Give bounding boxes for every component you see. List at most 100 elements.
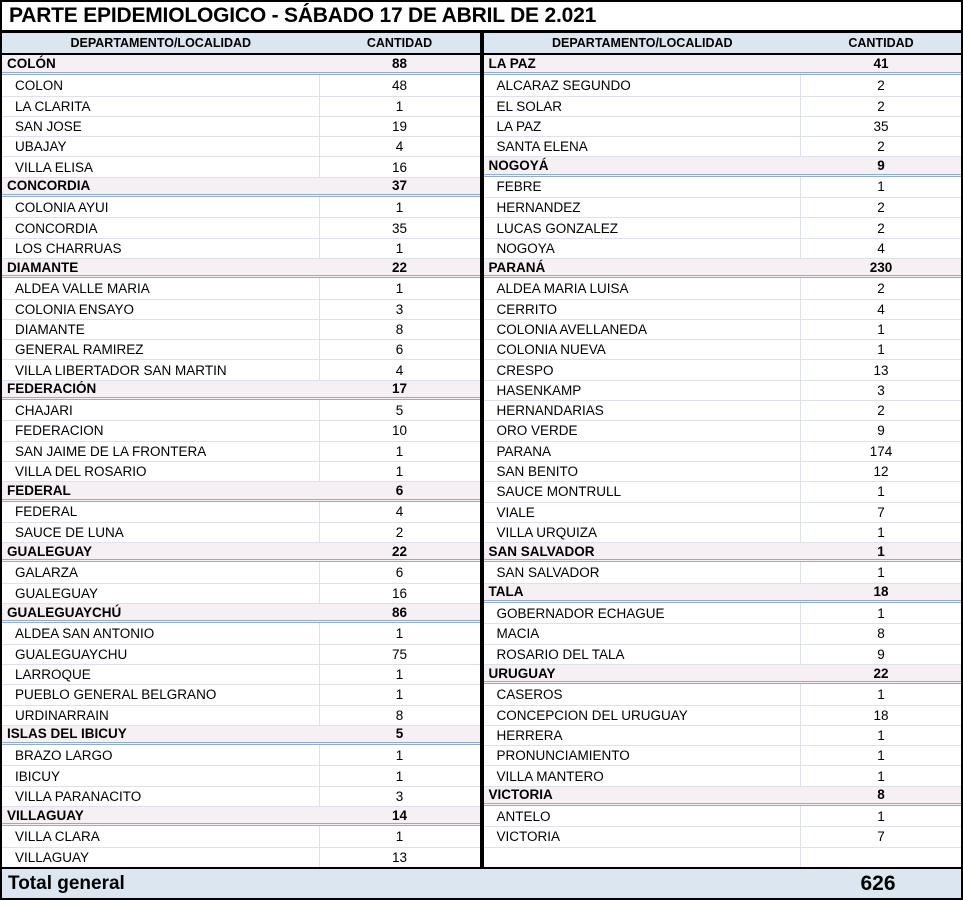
quantity-cell: 1 xyxy=(395,687,404,703)
locality-row: EL SOLAR 2 xyxy=(483,95,961,116)
locality-cell: ROSARIO DEL TALA xyxy=(484,644,802,664)
locality-cell xyxy=(484,847,802,867)
locality-cell: NOGOYÁ xyxy=(488,158,549,174)
locality-row: ROSARIO DEL TALA 9 xyxy=(483,643,961,664)
locality-row: COLONIA AYUI 1 xyxy=(2,197,480,218)
quantity-cell: 2 xyxy=(395,524,404,540)
quantity-cell: 18 xyxy=(873,707,889,723)
quantity-cell: 12 xyxy=(873,464,889,480)
quantity-cell: 22 xyxy=(392,543,408,559)
quantity-cell: 1 xyxy=(395,240,404,256)
locality-cell: PARANA xyxy=(484,441,802,461)
quantity-cell: 41 xyxy=(873,56,889,72)
quantity-cell: 1 xyxy=(395,98,404,114)
locality-row: VILLA MANTERO 1 xyxy=(483,765,961,786)
locality-row: SAUCE DE LUNA 2 xyxy=(2,521,480,543)
quantity-cell: 7 xyxy=(877,829,885,845)
locality-cell: SAN JOSE xyxy=(2,116,320,137)
quantity-cell: 2 xyxy=(877,220,885,236)
locality-cell: URUGUAY xyxy=(488,665,556,681)
locality-cell: CERRITO xyxy=(484,299,802,319)
locality-row: VILLA LIBERTADOR SAN MARTIN 4 xyxy=(2,359,480,380)
locality-row: VICTORIA 7 xyxy=(483,826,961,847)
quantity-cell: 75 xyxy=(392,646,408,662)
locality-cell: VILLA PARANACITO xyxy=(2,786,320,806)
locality-row: LA PAZ 35 xyxy=(483,115,961,137)
quantity-cell: 1 xyxy=(395,464,404,480)
quantity-cell: 1 xyxy=(877,768,885,784)
locality-cell: GOBERNADOR ECHAGUE xyxy=(484,603,802,624)
quantity-cell: 2 xyxy=(877,98,885,114)
department-row: DIAMANTE 22 xyxy=(2,257,480,279)
locality-cell: VILLAGUAY xyxy=(7,807,84,823)
department-row: LA PAZ 41 xyxy=(483,55,961,76)
locality-cell: PRONUNCIAMIENTO xyxy=(484,746,802,766)
locality-row: HERNANDARIAS 2 xyxy=(483,400,961,421)
locality-row: COLONIA ENSAYO 3 xyxy=(2,298,480,319)
locality-cell: PUEBLO GENERAL BELGRANO xyxy=(2,685,320,705)
quantity-cell: 3 xyxy=(395,301,404,317)
locality-row: CONCORDIA 35 xyxy=(2,217,480,238)
locality-cell: LARROQUE xyxy=(2,664,320,685)
quantity-cell: 35 xyxy=(873,119,889,135)
quantity-cell xyxy=(801,848,961,867)
locality-cell: VIALE xyxy=(484,502,802,522)
locality-cell: COLONIA AVELLANEDA xyxy=(484,319,802,340)
locality-row: VILLA CLARA 1 xyxy=(2,826,480,847)
quantity-cell: 1 xyxy=(877,727,885,743)
locality-row: BRAZO LARGO 1 xyxy=(2,745,480,766)
locality-row: ALDEA MARIA LUISA 2 xyxy=(484,278,962,299)
quantity-cell: 4 xyxy=(877,301,885,317)
quantity-cell: 1 xyxy=(395,828,404,844)
locality-cell: SAUCE MONTRULL xyxy=(484,482,802,502)
locality-row: HASENKAMP 3 xyxy=(483,379,961,401)
locality-cell: CRESPO xyxy=(484,360,802,380)
quantity-cell: 1 xyxy=(877,565,885,581)
locality-cell: GUALEGUAY xyxy=(7,543,93,559)
quantity-cell: 1 xyxy=(395,768,404,784)
quantity-cell: 1 xyxy=(395,199,404,215)
locality-row: COLONIA AVELLANEDA 1 xyxy=(483,318,961,340)
locality-cell: HASENKAMP xyxy=(484,380,802,401)
locality-cell: COLONIA NUEVA xyxy=(484,340,802,360)
locality-row: CERRITO 4 xyxy=(483,298,961,319)
locality-row: GENERAL RAMIREZ 6 xyxy=(2,339,480,360)
locality-row: GALARZA 6 xyxy=(2,562,480,583)
locality-cell: FEDERAL xyxy=(2,501,320,522)
locality-row: SAN JAIME DE LA FRONTERA 1 xyxy=(2,440,480,461)
locality-cell: HERNANDARIAS xyxy=(484,401,802,421)
quantity-cell: 6 xyxy=(395,342,404,358)
locality-cell: VILLA DEL ROSARIO xyxy=(2,461,320,482)
locality-cell: ALDEA VALLE MARIA xyxy=(2,278,320,299)
quantity-cell: 19 xyxy=(392,119,408,135)
locality-row: HERRERA 1 xyxy=(483,724,961,746)
locality-cell: FEDERACION xyxy=(2,421,320,441)
locality-cell: MACIA xyxy=(484,624,802,644)
department-row: CONCORDIA 37 xyxy=(2,176,480,198)
locality-cell: COLONIA ENSAYO xyxy=(2,299,320,319)
locality-cell: DIAMANTE xyxy=(7,259,79,275)
locality-row: ALDEA VALLE MARIA 1 xyxy=(2,278,480,299)
locality-row: MACIA 8 xyxy=(483,623,961,644)
total-label: Total general xyxy=(8,872,125,894)
locality-cell: LOS CHARRUAS xyxy=(2,238,320,258)
locality-cell: SAN JAIME DE LA FRONTERA xyxy=(2,441,320,461)
quantity-cell: 1 xyxy=(395,625,404,641)
quantity-cell: 1 xyxy=(877,179,885,195)
quantity-cell: 230 xyxy=(869,259,893,275)
quantity-cell: 1 xyxy=(877,342,885,358)
quantity-cell: 4 xyxy=(877,240,885,256)
quantity-cell: 1 xyxy=(877,484,885,500)
locality-row: GUALEGUAY 16 xyxy=(2,582,480,604)
locality-row: LUCAS GONZALEZ 2 xyxy=(483,217,961,238)
quantity-cell: 13 xyxy=(873,362,889,378)
locality-cell: CONCEPCION DEL URUGUAY xyxy=(484,705,802,725)
locality-cell: BRAZO LARGO xyxy=(2,745,320,766)
report-table-right: DEPARTAMENTO/LOCALIDAD CANTIDAD LA PAZ 41… xyxy=(483,33,962,867)
table-body-right: LA PAZ 41 ALCARAZ SEGUNDO 2 EL SOLAR 2 LA PAZ 3… xyxy=(483,55,962,867)
department-row: FEDERAL 6 xyxy=(2,481,480,502)
locality-row: COLON 48 xyxy=(2,75,480,96)
locality-row: NOGOYA 4 xyxy=(483,237,961,258)
locality-cell: SANTA ELENA xyxy=(484,137,802,157)
quantity-cell: 18 xyxy=(873,584,889,600)
